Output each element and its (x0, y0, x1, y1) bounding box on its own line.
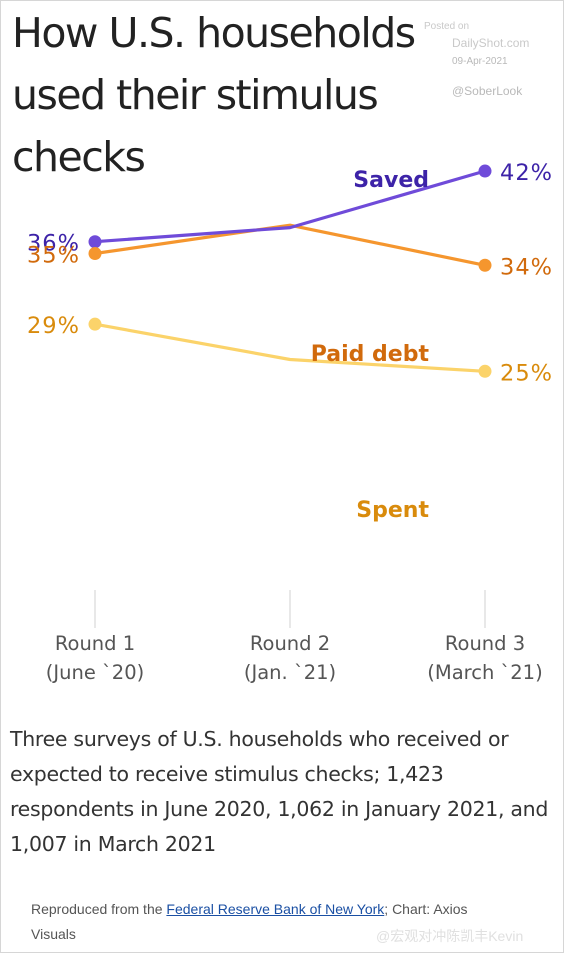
series-end-label-1: 42% (500, 160, 553, 186)
series-start-dot-1 (88, 235, 102, 249)
series-end-label-3: 25% (500, 360, 553, 386)
series-name-label-3: Spent (356, 498, 429, 523)
x-tick-sublabel-1: (June `20) (46, 661, 144, 684)
watermark-posted: Posted on (424, 21, 470, 32)
watermark-site: DailyShot.com (452, 36, 530, 50)
series-line-1 (94, 169, 486, 244)
chart-title: How U.S. households used their stimulus … (12, 9, 416, 181)
source-note: Reproduced from the Federal Reserve Bank… (31, 897, 491, 947)
series-name-label-1: Saved (353, 168, 429, 193)
x-tick-label-2: Round 2 (250, 632, 330, 655)
source-suffix: ; Chart: Axios Visuals (31, 901, 468, 942)
series-start-dot-2 (88, 247, 102, 260)
series-end-label-2: 34% (500, 254, 553, 280)
x-tick-label-1: Round 1 (55, 632, 135, 655)
x-tick-sublabel-3: (March `21) (427, 661, 542, 684)
source-link[interactable]: Federal Reserve Bank of New York (166, 901, 385, 917)
line-chart: Round 1 (June `20) Round 2 (Jan. `21) Round … (27, 160, 553, 684)
series-end-dot-2 (478, 258, 492, 272)
series-line-3 (94, 322, 486, 373)
x-tick-sublabel-2: (Jan. `21) (244, 661, 336, 684)
watermark-handle: @SoberLook (452, 84, 523, 98)
series-name-label-2: Paid debt (311, 342, 430, 367)
series-end-dot-1 (478, 164, 492, 178)
weibo-watermark: @宏观对冲陈凯丰Kevin (376, 928, 524, 944)
source-prefix: Reproduced from the (31, 901, 167, 917)
series-start-dot-3 (88, 317, 102, 331)
series-start-label-1: 36% (27, 231, 80, 257)
series-line-2 (94, 223, 486, 267)
chart-caption: Three surveys of U.S. households who rec… (10, 727, 549, 856)
watermark-date: 09-Apr-2021 (452, 56, 508, 67)
x-tick-label-3: Round 3 (445, 632, 525, 655)
series-start-label-2: 35% (27, 243, 80, 269)
series-end-dot-3 (478, 364, 492, 378)
series-start-label-3: 29% (27, 313, 80, 339)
